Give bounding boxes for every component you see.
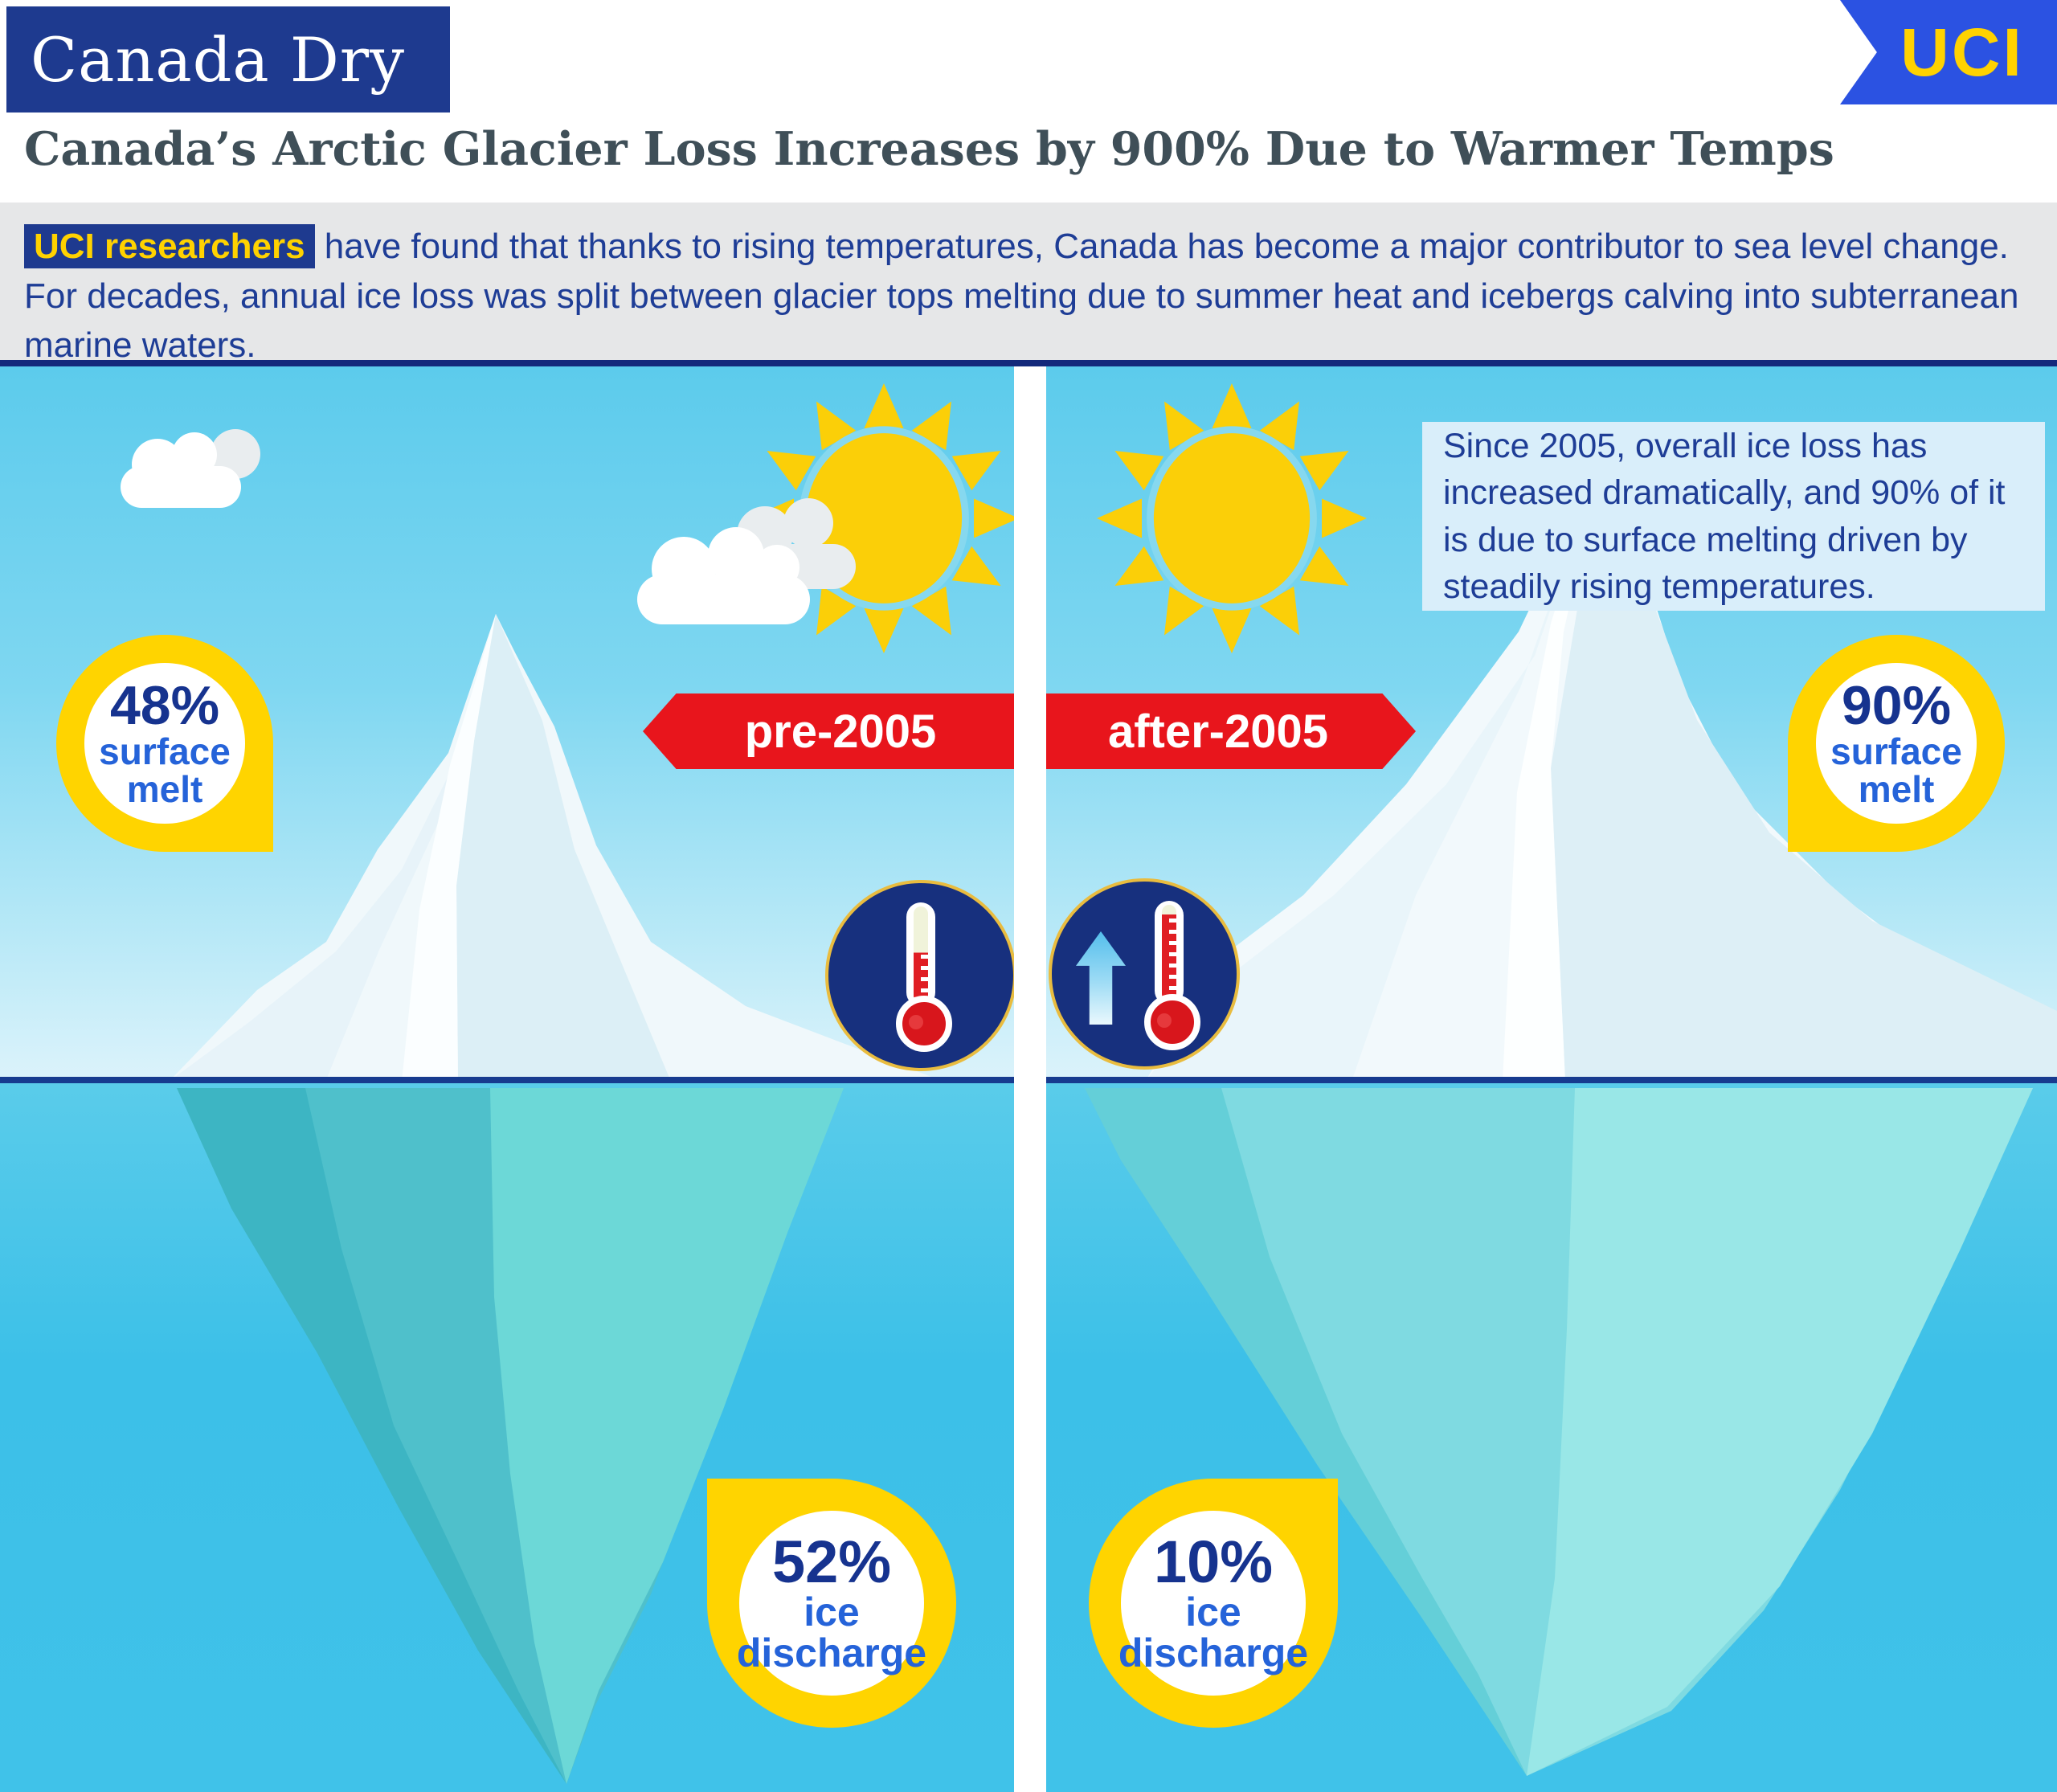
- banner-pre-2005: pre-2005: [643, 693, 1014, 769]
- divider-rule: [0, 360, 2057, 366]
- cloud-icon: [637, 527, 810, 624]
- stat-value: 48%: [109, 675, 220, 737]
- headline: Canada’s Arctic Glacier Loss Increases b…: [24, 122, 1834, 176]
- panel-divider: [1014, 366, 1046, 1792]
- iceberg-underwater-right: [1085, 1088, 2033, 1776]
- stat-label: melt: [1858, 768, 1935, 810]
- header-title-box: Canada Dry: [6, 6, 450, 113]
- stat-badge-surface-melt-after: 90% surface melt: [1788, 635, 2005, 852]
- stat-label: melt: [126, 768, 203, 810]
- stat-badge-ice-discharge-pre: 52% ice discharge: [707, 1479, 956, 1728]
- intro-strip: UCI researchers have found that thanks t…: [0, 203, 2057, 365]
- stat-label: surface: [1830, 730, 1962, 773]
- banner-after-2005-label: after-2005: [1107, 705, 1329, 758]
- stat-value: 90%: [1841, 675, 1952, 737]
- stat-label: surface: [99, 730, 231, 773]
- stat-label: discharge: [736, 1630, 927, 1675]
- banner-pre-2005-label: pre-2005: [744, 705, 937, 758]
- callout-box: Since 2005, overall ice loss has increas…: [1422, 422, 2045, 611]
- uci-logo: UCI: [1840, 0, 2057, 104]
- stat-badge-surface-melt-pre: 48% surface melt: [56, 635, 273, 852]
- sun-icon: [1097, 383, 1367, 653]
- stat-value: 52%: [771, 1528, 892, 1595]
- stat-value: 10%: [1153, 1528, 1274, 1595]
- uci-logo-text: UCI: [1900, 14, 2024, 90]
- cloud-icon: [121, 429, 261, 514]
- stat-label: discharge: [1118, 1630, 1309, 1675]
- stat-label: ice: [804, 1589, 860, 1634]
- iceberg-underwater-left: [177, 1088, 844, 1784]
- up-arrow-icon: [1076, 931, 1126, 1025]
- intro-highlight: UCI researchers: [24, 224, 315, 268]
- iceberg-scene: Since 2005, overall ice loss has increas…: [0, 366, 2057, 1792]
- iceberg-above-right: [1145, 455, 2057, 1082]
- thermometer-rising-icon: [1049, 878, 1240, 1070]
- banner-after-2005: after-2005: [1045, 693, 1416, 769]
- thermometer-icon: [825, 880, 1016, 1071]
- intro-paragraph: UCI researchers have found that thanks t…: [0, 203, 2057, 370]
- iceberg-above-left: [169, 614, 944, 1082]
- stat-label: ice: [1185, 1589, 1241, 1634]
- intro-body: have found that thanks to rising tempera…: [24, 227, 2019, 366]
- stat-badge-ice-discharge-after: 10% ice discharge: [1089, 1479, 1338, 1728]
- callout-text: Since 2005, overall ice loss has increas…: [1443, 426, 2006, 606]
- page-title: Canada Dry: [31, 23, 406, 96]
